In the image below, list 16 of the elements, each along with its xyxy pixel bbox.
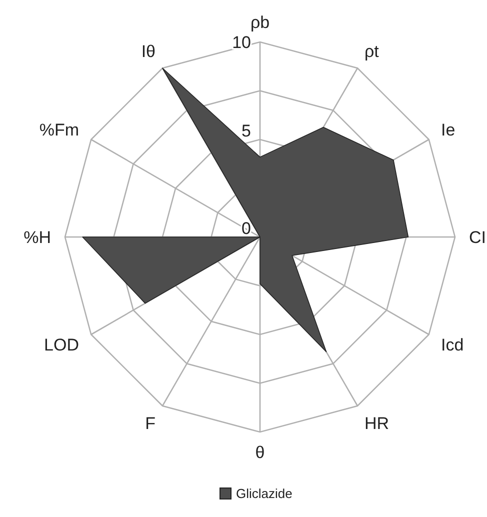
spoke-label: LOD (44, 336, 79, 354)
spoke-label: %H (24, 228, 51, 247)
spoke-label: F (145, 414, 156, 434)
legend-label: Gliclazide (236, 486, 292, 501)
spoke-label: CI (469, 228, 486, 247)
spoke-label: Iθ (141, 42, 156, 61)
y-tick-label: 5 (242, 122, 251, 140)
spoke-label: HR (364, 414, 390, 434)
spoke-label: θ (255, 443, 265, 462)
spoke-label: Ie (441, 120, 456, 140)
spoke-label: ρb (250, 13, 270, 32)
spoke-label: Icd (441, 336, 464, 354)
spoke-label: %Fm (39, 120, 79, 140)
y-tick-label: 10 (232, 33, 251, 52)
y-tick-label: 0 (242, 219, 251, 238)
spoke-label: ρt (364, 42, 380, 61)
